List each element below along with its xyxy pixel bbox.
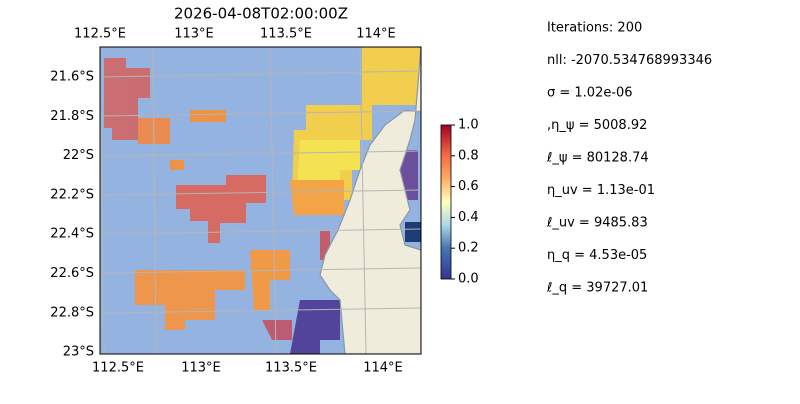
- colorbar-tick-label: 1.0: [458, 118, 479, 133]
- lon-label: 112.5°E: [92, 361, 144, 376]
- lon-top: 112.5°E 113°E 113.5°E 114°E: [74, 27, 396, 42]
- info-line: η_uv = 1.13e-01: [547, 183, 655, 198]
- colorbar-ticks: 0.0 0.2 0.4 0.6 0.8 1.0: [451, 118, 479, 287]
- colorbar-tick-label: 0.4: [458, 210, 479, 225]
- lon-label: 113°E: [174, 27, 214, 42]
- lat-label: 22.8°S: [50, 305, 94, 320]
- lon-label: 114°E: [363, 361, 403, 376]
- lon-label: 113.5°E: [265, 361, 317, 376]
- info-line: ℓ_uv = 9485.83: [546, 216, 648, 231]
- info-line: ℓ_q = 39727.01: [546, 281, 648, 296]
- colorbar-tick-label: 0.0: [458, 272, 479, 287]
- colorbar: [440, 124, 452, 280]
- lon-label: 112.5°E: [74, 27, 126, 42]
- colorbar-tick-label: 0.6: [458, 179, 479, 194]
- info-line: Iterations: 200: [547, 21, 642, 36]
- lat-labels: 21.6°S 21.8°S 22°S 22.2°S 22.4°S 22.6°S 22.8°S…: [50, 70, 94, 360]
- lon-label: 114°E: [356, 27, 396, 42]
- lon-bottom: 112.5°E 113°E 113.5°E 114°E: [92, 361, 403, 376]
- colorbar-tick-label: 0.8: [458, 148, 479, 163]
- lon-label: 113.5°E: [260, 27, 312, 42]
- colorbar-tick-label: 0.2: [458, 241, 479, 256]
- lat-label: 22°S: [63, 148, 94, 163]
- lat-label: 23°S: [63, 345, 94, 360]
- map-frame: [99, 46, 422, 355]
- info-line: ,η_ψ = 5008.92: [547, 118, 647, 133]
- info-line: nll: -2070.534768993346: [547, 53, 712, 68]
- lat-label: 22.2°S: [50, 187, 94, 202]
- info-line: ℓ_ψ = 80128.74: [546, 151, 649, 166]
- info-panel: Iterations: 200 nll: -2070.534768993346 σ …: [546, 21, 712, 296]
- lat-label: 21.8°S: [50, 109, 94, 124]
- lat-label: 21.6°S: [50, 70, 94, 85]
- info-line: σ = 1.02e-06: [547, 86, 633, 101]
- info-line: η_q = 4.53e-05: [547, 248, 647, 263]
- lat-label: 22.4°S: [50, 227, 94, 242]
- map-area: [100, 47, 421, 354]
- map-title: 2026-04-08T02:00:00Z: [174, 5, 348, 23]
- lat-label: 22.6°S: [50, 266, 94, 281]
- lon-label: 113°E: [181, 361, 221, 376]
